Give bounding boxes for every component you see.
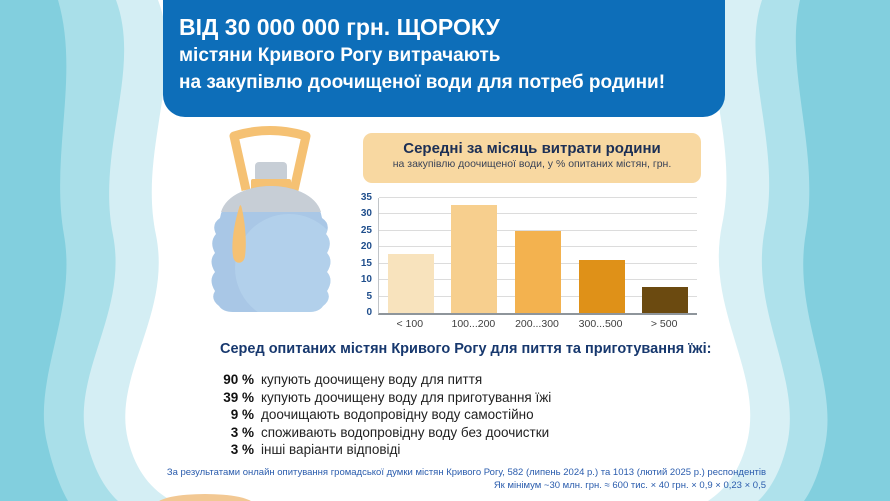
y-tick-label: 10	[360, 274, 372, 286]
bottle-handle	[229, 126, 311, 191]
x-tick-label: 200...300	[515, 318, 559, 330]
footnote-line1: За результатами онлайн опитування громад…	[166, 467, 766, 478]
y-tick-label: 5	[366, 290, 372, 302]
chart-bar	[451, 204, 498, 313]
survey-item-label: купують доочищену воду для приготування …	[261, 389, 552, 405]
survey-heading: Серед опитаних містян Кривого Рогу для п…	[220, 341, 712, 357]
chart-bar	[642, 286, 689, 313]
header-banner: ВІД 30 000 000 грн. ЩОРОКУ містяни Криво…	[163, 0, 725, 117]
water-drop-icon	[232, 205, 246, 263]
x-tick-label: 300...500	[578, 318, 623, 330]
wave-left-dark	[0, 0, 68, 501]
survey-item-value: 90 %	[223, 372, 254, 387]
survey-item-value: 39 %	[223, 389, 254, 405]
y-tick-label: 20	[360, 241, 372, 253]
survey-list: 90 % купують доочищену воду для пиття 39…	[220, 371, 760, 459]
survey-item: 3 % споживають водопровідну воду без доо…	[220, 424, 760, 442]
chart-subtitle: на закупівлю доочищеної води, у % опитан…	[392, 158, 672, 170]
bottle-shoulder	[221, 186, 321, 212]
footnote: За результатами онлайн опитування громад…	[100, 466, 766, 492]
y-tick-label: 35	[360, 192, 372, 203]
chart-title: Середні за місяць витрати родини	[403, 140, 661, 157]
header-title-line2: містяни Кривого Рогу витрачають	[179, 45, 501, 66]
chart-x-labels: < 100 100...200 200...300 300...500 > 500	[378, 318, 696, 330]
survey-item: 39 % купують доочищену воду для приготув…	[220, 389, 760, 407]
gridline	[379, 197, 697, 198]
chart-bar	[387, 253, 434, 313]
chart-title-panel: Середні за місяць витрати родини на заку…	[363, 133, 701, 183]
wave-right-dark	[795, 0, 890, 501]
survey-item: 9 % доочищають водопровідну воду самості…	[220, 406, 760, 424]
survey-item-value: 3 %	[230, 442, 254, 458]
y-tick-label: 25	[360, 224, 372, 236]
chart-plot	[378, 197, 697, 315]
chart-bar	[578, 260, 625, 313]
chart-y-axis: 0 5 10 15 20 25 30 35	[352, 192, 376, 318]
bar-chart: 0 5 10 15 20 25 30 35 < 100 100...200 200...300 30…	[352, 192, 702, 334]
y-tick-label: 30	[360, 208, 372, 220]
footnote-line2: Як мінімум ~30 млн. грн. ≈ 600 тис. × 40…	[493, 480, 766, 491]
survey-item-label: споживають водопровідну воду без доочист…	[261, 424, 550, 440]
chart-bar	[514, 230, 561, 313]
gridline	[379, 229, 697, 231]
chart-bars	[379, 198, 697, 313]
water-bottle-illustration	[211, 126, 331, 312]
survey-item: 90 % купують доочищену воду для пиття	[220, 371, 760, 389]
x-tick-label: 100...200	[451, 318, 496, 330]
bottle-cap	[255, 162, 287, 182]
y-tick-label: 0	[366, 307, 372, 318]
survey-item-label: купують доочищену воду для пиття	[261, 372, 483, 387]
wave-bottom-orange	[159, 494, 251, 501]
header-title-line1: ВІД 30 000 000 грн. ЩОРОКУ	[179, 14, 500, 40]
survey-item-label: інші варіанти відповіді	[261, 442, 401, 458]
survey-item-value: 3 %	[230, 424, 254, 440]
bottle-highlight	[235, 214, 331, 312]
survey-item-label: доочищають водопровідну воду самостійно	[261, 407, 534, 423]
y-tick-label: 15	[360, 257, 372, 269]
gridline	[379, 213, 697, 215]
survey-item: 3 % інші варіанти відповіді	[220, 441, 760, 459]
survey-item-value: 9 %	[230, 407, 254, 423]
x-tick-label: > 500	[650, 318, 678, 330]
survey-section: Серед опитаних містян Кривого Рогу для п…	[220, 340, 760, 459]
x-tick-label: < 100	[396, 318, 424, 330]
header-title-line3: на закупівлю доочищеної води для потреб …	[179, 72, 666, 93]
